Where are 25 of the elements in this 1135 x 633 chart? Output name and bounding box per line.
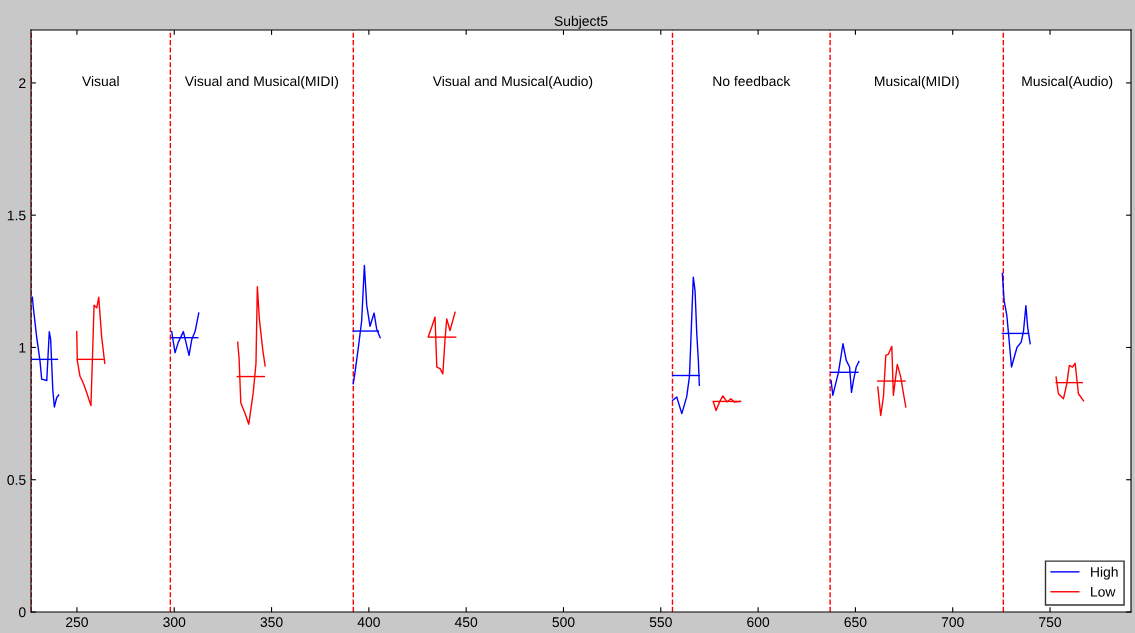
y-tick-label: 2 [19, 78, 26, 88]
x-tick-label: 750 [1039, 617, 1062, 628]
x-tick-label: 250 [66, 617, 88, 628]
x-tick-label: 650 [844, 617, 867, 628]
x-tick-label: 300 [163, 617, 186, 628]
legend-label: High [1091, 566, 1118, 580]
annotation: Musical(Audio) [1022, 75, 1113, 89]
annotation: Visual [82, 75, 119, 87]
annotation: No feedback [713, 75, 791, 87]
annotation: Musical(MIDI) [875, 75, 959, 89]
chart-title: Subject5 [554, 15, 608, 29]
y-tick-label: 1 [19, 342, 26, 353]
x-tick-label: 550 [649, 617, 672, 628]
legend-label: Low [1091, 587, 1116, 597]
x-tick-label: 500 [552, 617, 575, 628]
x-tick-label: 600 [747, 617, 770, 628]
y-tick-label: 0 [18, 607, 26, 618]
x-tick-label: 700 [941, 617, 964, 628]
y-tick-label: 0.5 [7, 475, 26, 485]
annotation: Visual and Musical(MIDI) [184, 75, 339, 89]
x-tick-label: 400 [357, 617, 380, 628]
x-tick-label: 450 [454, 617, 478, 628]
annotation: Visual and Musical(Audio) [432, 75, 593, 89]
x-tick-label: 350 [260, 617, 283, 628]
y-tick-label: 1.5 [7, 210, 26, 221]
